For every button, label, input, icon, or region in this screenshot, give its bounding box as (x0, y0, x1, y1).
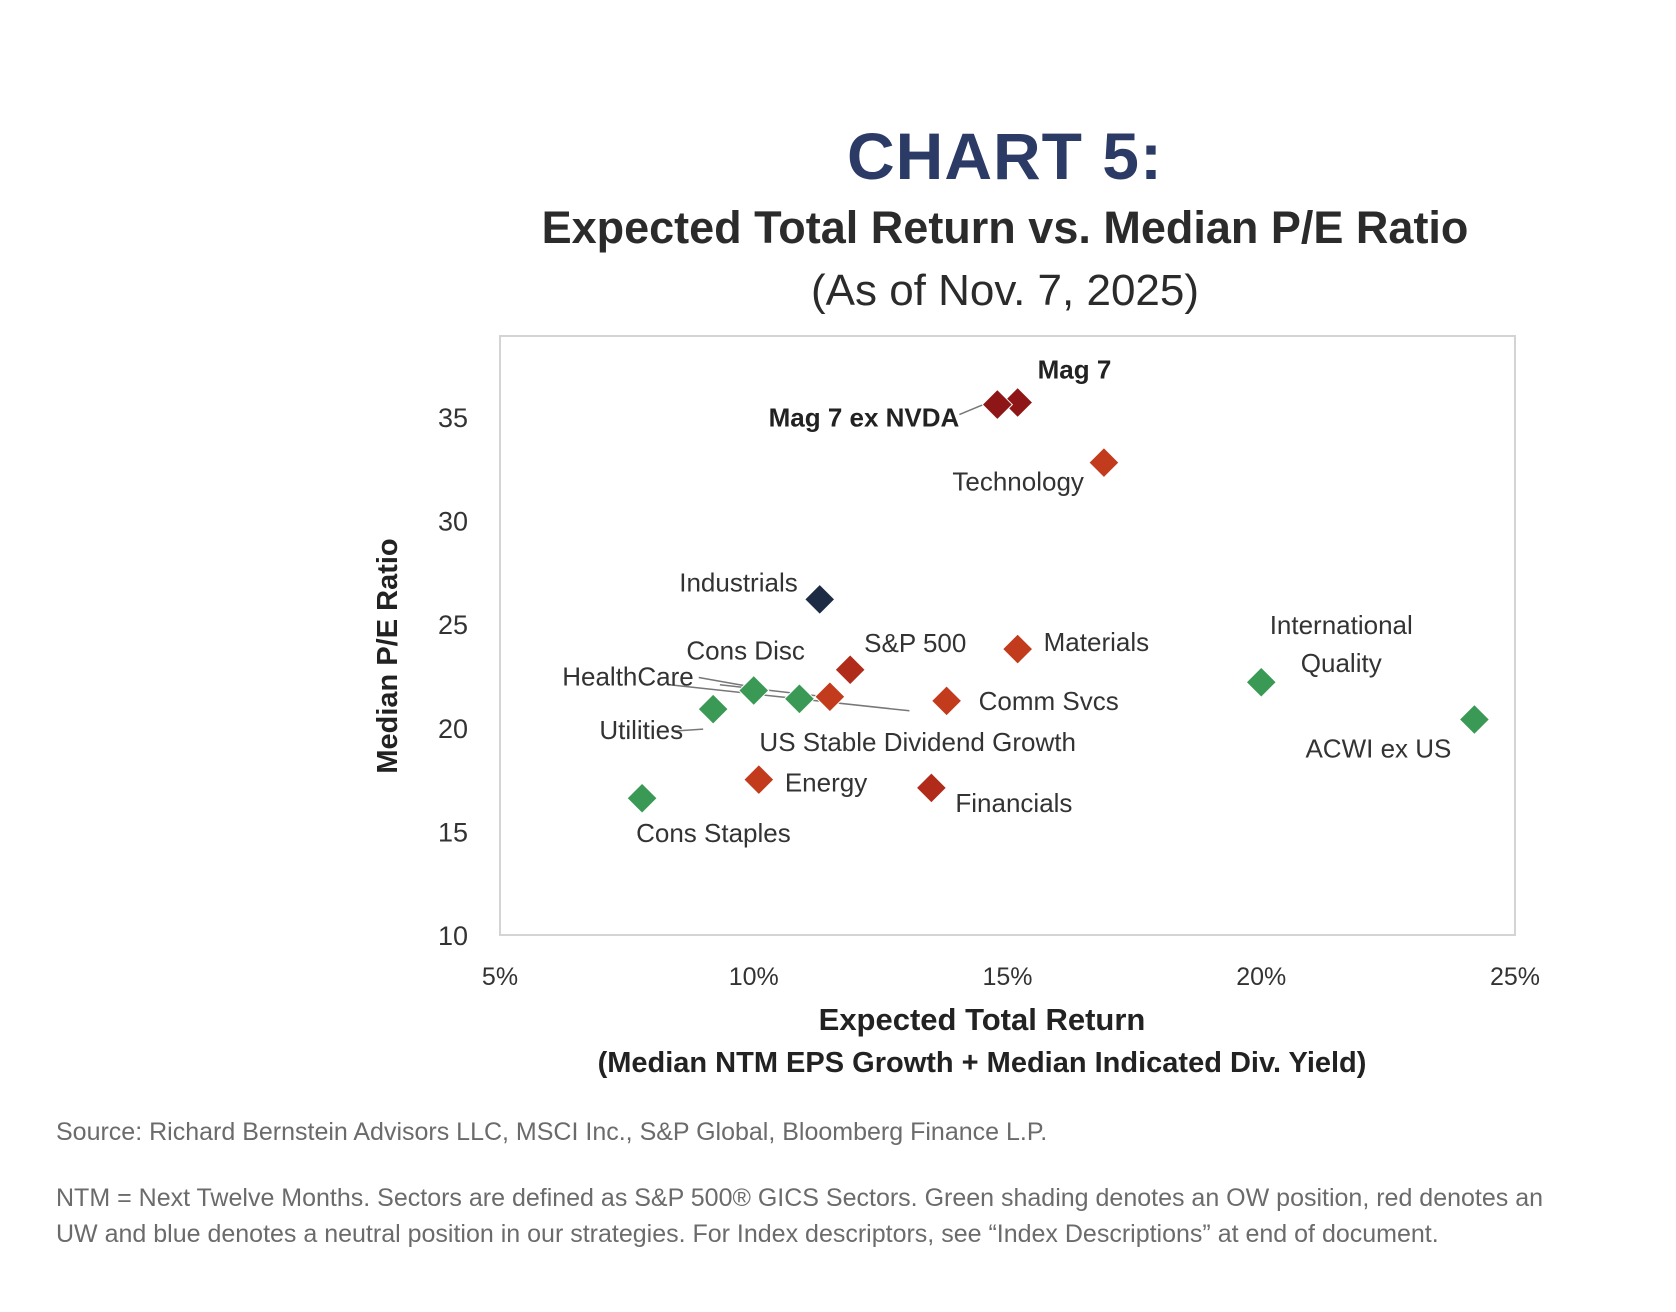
data-point-cons-disc (814, 681, 846, 713)
point-label-healthcare: HealthCare (562, 662, 694, 692)
point-label-cons-staples: Cons Staples (636, 818, 791, 848)
leader-line (673, 728, 704, 732)
chart-title: CHART 5: (847, 119, 1163, 193)
y-tick-label: 15 (438, 817, 468, 847)
data-point-financials (915, 772, 948, 804)
x-tick-label: 20% (1236, 963, 1286, 991)
leader-line (959, 403, 984, 416)
x-tick-label: 25% (1490, 963, 1540, 991)
data-point-energy (743, 763, 775, 796)
y-axis-label: Median P/E Ratio (372, 538, 404, 773)
scatter-chart: 10 15 20 25 30 35 5% 10% 15% 20% 25% Expected Total… (372, 335, 1540, 1079)
point-label-comm-svcs: Comm Svcs (979, 686, 1119, 716)
data-point-cons-staples (626, 782, 658, 814)
point-label-cons-disc: Cons Disc (686, 636, 804, 666)
point-label-international-quality: International (1270, 610, 1413, 640)
point-label-mag-7-ex-nvda: Mag 7 ex NVDA (769, 403, 960, 433)
point-label-financials: Financials (955, 788, 1072, 818)
data-point-international-quality (1245, 666, 1277, 698)
point-label-utilities: Utilities (599, 715, 683, 745)
point-label-s-p-500: S&P 500 (864, 628, 966, 658)
data-point-s-p-500 (834, 654, 866, 686)
y-tick-label: 25 (438, 610, 468, 640)
point-label-industrials: Industrials (679, 567, 798, 597)
point-label-materials: Materials (1044, 627, 1149, 657)
chart-as-of-date: (As of Nov. 7, 2025) (810, 266, 1200, 315)
plot-area (499, 335, 1516, 936)
data-point-comm-svcs (930, 685, 963, 717)
leader-line (698, 676, 744, 687)
point-label-international-quality: Quality (1301, 648, 1382, 678)
data-point-industrials (804, 583, 836, 616)
point-label-technology: Technology (952, 467, 1084, 497)
x-axis-label: Expected Total Return (819, 1002, 1146, 1037)
point-label-acwi-ex-us: ACWI ex US (1305, 734, 1451, 764)
data-point-technology (1088, 446, 1120, 479)
y-tick-label: 30 (438, 507, 468, 537)
x-tick-label: 15% (982, 963, 1032, 991)
data-point-us-stable-dividend-growth (783, 683, 816, 715)
data-point-mag-7 (1001, 386, 1034, 419)
footnote: NTM = Next Twelve Months. Sectors are de… (56, 1184, 1544, 1248)
y-tick-label: 35 (438, 403, 468, 433)
source-note: Source: Richard Bernstein Advisors LLC, … (56, 1118, 1048, 1146)
data-point-acwi-ex-us (1458, 703, 1491, 736)
point-label-energy: Energy (785, 768, 867, 798)
data-point-utilities (697, 693, 729, 725)
chart-subtitle: Expected Total Return vs. Median P/E Rat… (541, 202, 1469, 253)
x-tick-label: 10% (729, 963, 779, 991)
y-tick-label: 20 (438, 714, 468, 744)
data-point-materials (1001, 633, 1034, 665)
x-axis-sublabel: (Median NTM EPS Growth + Median Indicate… (598, 1047, 1367, 1079)
data-point-mag-7-ex-nvda (981, 388, 1014, 421)
x-tick-label: 5% (482, 963, 518, 991)
point-label-mag-7: Mag 7 (1038, 354, 1112, 384)
point-label-us-stable-dividend-growth: US Stable Dividend Growth (759, 727, 1075, 757)
y-tick-label: 10 (438, 921, 468, 951)
data-point-healthcare (738, 674, 770, 707)
